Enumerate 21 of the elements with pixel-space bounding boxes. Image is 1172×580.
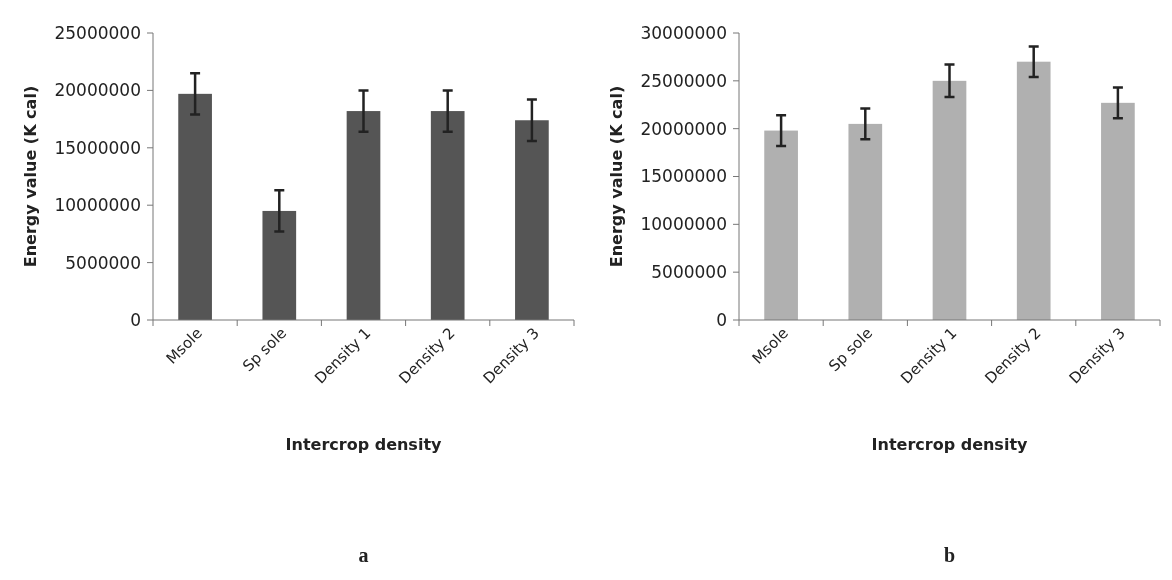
y-tick-label: 0 (130, 309, 141, 330)
y-tick-label: 25000000 (54, 22, 141, 43)
y-tick-label: 20000000 (54, 80, 141, 101)
x-axis-title: Intercrop density (871, 435, 1029, 454)
y-tick-label: 0 (716, 309, 727, 330)
y-tick-label: 5000000 (651, 262, 727, 283)
y-tick-label: 10000000 (54, 195, 141, 216)
text: a (358, 544, 369, 566)
x-axis-title: Intercrop density (285, 435, 443, 454)
x-tick-label: Sp sole (825, 324, 877, 376)
y-axis-title: Energy value (K cal) (21, 85, 40, 268)
text: b (943, 544, 956, 566)
y-tick-label: 25000000 (640, 70, 727, 91)
y-tick-label: 30000000 (640, 22, 727, 43)
y-tick-label: 15000000 (640, 166, 727, 187)
y-axis-title: Energy value (K cal) (607, 85, 626, 268)
y-tick-label: 20000000 (640, 118, 727, 139)
y-tick-label: 5000000 (65, 252, 141, 273)
x-tick-label: Sp sole (239, 324, 291, 376)
y-tick-label: 10000000 (640, 214, 727, 235)
y-tick-label: 15000000 (54, 137, 141, 158)
